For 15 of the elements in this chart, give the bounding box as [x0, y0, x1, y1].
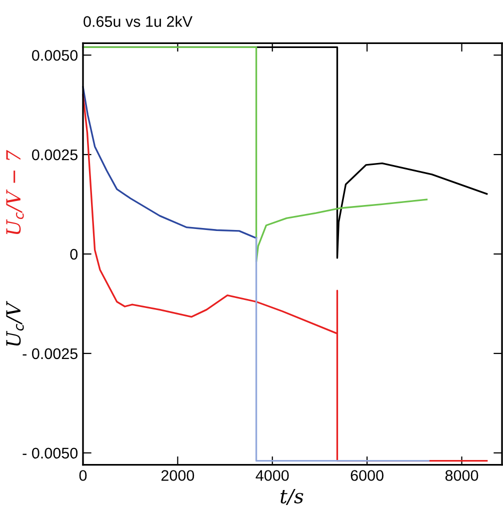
y-tick-label: - 0.0025: [22, 348, 78, 360]
x-tick-label: 8000: [445, 470, 478, 481]
y-tick-label: - 0.0050: [22, 448, 78, 459]
x-tick-label: 2000: [161, 470, 194, 481]
y-tick-label: 0: [70, 248, 78, 260]
x-axis-title: t/s: [280, 489, 304, 506]
y-tick-label: 0.0025: [32, 149, 78, 160]
y-tick-label: 0.0050: [32, 50, 78, 61]
chart-title: 0.65u vs 1u 2kV: [84, 16, 192, 27]
x-tick-label: 0: [79, 470, 87, 481]
x-tick-label: 4000: [256, 470, 289, 481]
line-series: [82, 46, 428, 263]
x-tick-label: 6000: [350, 470, 384, 481]
text: U$_{c}$/V − 7: [6, 150, 24, 234]
y-axis-title: U$_{c}$/V: [6, 300, 24, 346]
